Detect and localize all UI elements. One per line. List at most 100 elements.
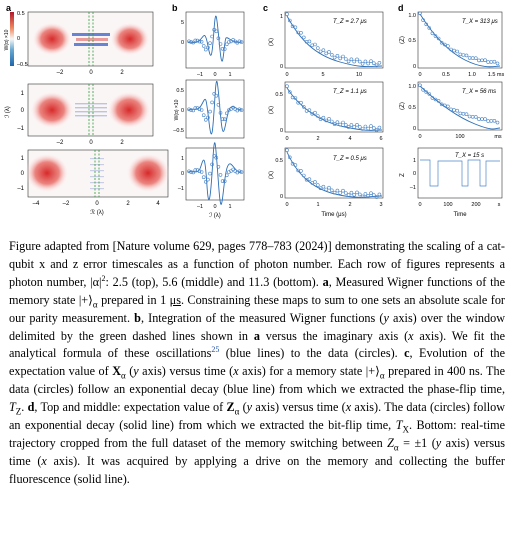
- data-point: [227, 170, 231, 174]
- data-point: [495, 61, 500, 66]
- data-point: [233, 107, 237, 111]
- data-point: [486, 60, 491, 64]
- panel-c-plots: [284, 11, 384, 199]
- data-point: [212, 92, 216, 96]
- caption-italic: y: [435, 435, 442, 450]
- axis-tick: –1: [197, 204, 203, 210]
- data-point: [197, 107, 202, 111]
- data-point: [442, 103, 447, 108]
- panel-d-data-circles: [418, 11, 500, 125]
- panel-b-data-circles: [187, 27, 244, 184]
- data-point: [421, 18, 425, 22]
- data-point: [452, 48, 456, 53]
- data-point: [360, 61, 365, 66]
- caption-italic: y: [133, 364, 139, 379]
- data-point: [418, 11, 422, 16]
- data-point: [467, 56, 472, 60]
- caption-unit: μs: [169, 292, 181, 307]
- axis-tick: 1: [228, 72, 231, 78]
- axis-tick: 5: [181, 20, 184, 26]
- data-point: [374, 63, 379, 68]
- data-point: [366, 126, 371, 131]
- data-point: [449, 47, 453, 52]
- axis-tick: 1: [316, 202, 319, 208]
- data-point: [335, 120, 340, 124]
- caption-text: .: [21, 400, 25, 415]
- data-point: [216, 103, 221, 107]
- data-point: [233, 169, 237, 173]
- data-point: [346, 59, 351, 64]
- caption-text: , Integration of the measured Wigner fun…: [140, 310, 384, 325]
- axis-tick: 0: [285, 72, 288, 78]
- data-point: [363, 124, 368, 129]
- caption-text: axis). It was acquired by applying a dri…: [9, 453, 505, 486]
- axis-tick: 0.5: [275, 92, 283, 98]
- data-point: [212, 154, 216, 158]
- axis-tick: 0: [181, 40, 184, 46]
- panel-b-plots: [185, 11, 245, 201]
- data-point: [299, 30, 303, 35]
- data-point: [208, 171, 212, 176]
- data-point: [313, 42, 317, 47]
- decay-label-tx-bot: T_X = 15 s: [455, 153, 484, 159]
- wigner-map-bottom: [25, 149, 170, 198]
- data-point: [366, 61, 371, 66]
- axis-tick: 1: [21, 156, 25, 162]
- caption-label-c: c: [404, 346, 410, 361]
- data-point: [363, 59, 368, 64]
- data-point: [189, 108, 193, 112]
- axis-tick: 0: [413, 64, 416, 70]
- data-point: [327, 50, 331, 54]
- axis-tick: 0.5: [442, 72, 450, 78]
- data-point: [299, 169, 303, 173]
- data-point: [477, 117, 481, 121]
- data-point: [343, 123, 348, 127]
- data-point: [231, 167, 235, 172]
- axis-tick: 0: [21, 108, 25, 114]
- reference-link[interactable]: 25: [211, 345, 220, 355]
- data-point: [285, 84, 289, 88]
- axis-tick: 0.5: [275, 158, 283, 164]
- axis-tick: 0: [181, 108, 184, 114]
- data-point: [349, 190, 354, 195]
- decay-label-tz-mid: T_Z = 1.1 μs: [333, 89, 367, 95]
- data-point: [421, 88, 425, 92]
- caption-text: (blue lines) to the data (circles).: [219, 346, 398, 361]
- data-point: [239, 40, 244, 44]
- data-point: [480, 117, 484, 121]
- data-point: [214, 155, 219, 160]
- data-point: [204, 118, 208, 122]
- axis-label: ⟨X⟩: [268, 38, 275, 47]
- colorbar-tick: 0.5: [17, 11, 25, 17]
- data-point: [355, 123, 359, 127]
- axis-tick: 100: [455, 134, 464, 140]
- data-point: [461, 53, 466, 57]
- caption-italic: y: [246, 400, 253, 415]
- data-point: [461, 112, 466, 116]
- data-point: [197, 169, 202, 173]
- data-point: [201, 44, 206, 48]
- data-point: [446, 44, 450, 48]
- data-point: [206, 177, 210, 182]
- data-point: [287, 155, 292, 160]
- axis-tick: 0: [89, 140, 93, 146]
- data-point: [287, 90, 292, 94]
- wigner-map-middle: [27, 83, 154, 137]
- axis-tick: 0: [95, 201, 99, 207]
- data-point: [455, 49, 460, 54]
- data-point: [193, 106, 198, 110]
- data-point: [439, 102, 444, 107]
- axis-tick: 0.5: [408, 105, 416, 111]
- data-point: [210, 162, 214, 167]
- data-point: [489, 119, 494, 123]
- colorbar: [10, 12, 14, 66]
- caption-sub: Z: [15, 406, 22, 417]
- data-point: [436, 99, 441, 103]
- data-point: [199, 108, 204, 112]
- axis-tick: –1: [17, 186, 24, 192]
- data-point: [237, 107, 242, 112]
- axis-tick: 0: [213, 72, 216, 78]
- panel-letter-d: d: [398, 3, 404, 13]
- caption-sub: α: [92, 299, 98, 310]
- data-point: [199, 39, 204, 44]
